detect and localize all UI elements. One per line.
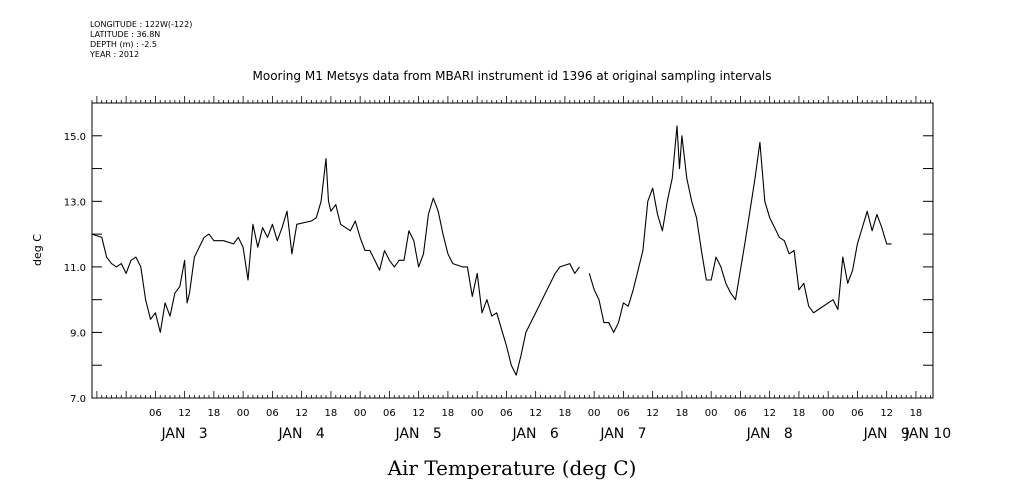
x-tick-label: 06 [851,408,864,419]
x-tick-label: 12 [646,408,659,419]
data-series [91,125,892,376]
x-tick-label: 18 [442,408,455,419]
x-day-label: JAN 8 [746,426,793,442]
x-tick-label: 18 [793,408,806,419]
x-day-label: JAN 3 [161,426,208,442]
x-tick-label: 06 [617,408,630,419]
x-tick-label: 18 [910,408,923,419]
chart-title: Mooring M1 Metsys data from MBARI instru… [252,69,772,83]
x-day-label: JAN 7 [599,426,646,442]
meta-year: YEAR : 2012 [90,50,140,59]
x-day-label: JAN 5 [395,426,442,442]
x-tick-label: 12 [763,408,776,419]
x-tick-label: 06 [149,408,162,419]
x-tick-label: 12 [178,408,191,419]
x-tick-label: 12 [412,408,425,419]
x-tick-label: 00 [354,408,367,419]
x-tick-label: 00 [705,408,718,419]
y-tick-label: 15.0 [64,132,86,143]
x-day-label: JAN 9 [863,426,910,442]
x-tick-label: 06 [383,408,396,419]
y-tick-label: 13.0 [64,197,86,208]
metadata-block: LONGITUDE : 122W(-122) LATITUDE : 36.8N … [90,20,192,60]
x-tick-label: 12 [880,408,893,419]
x-day-label: JAN 6 [512,426,559,442]
x-tick-label: 18 [559,408,572,419]
x-tick-label: 06 [266,408,279,419]
y-axis-label: deg C [31,234,44,266]
x-day-label: JAN 10 [904,426,951,442]
x-tick-label: 12 [529,408,542,419]
y-tick-label: 11.0 [64,263,86,274]
x-tick-label: 12 [295,408,308,419]
x-tick-label: 18 [676,408,689,419]
x-tick-label: 00 [471,408,484,419]
x-tick-label: 00 [588,408,601,419]
meta-depth: DEPTH (m) : -2.5 [90,40,157,49]
series-line-segment [91,158,580,376]
x-tick-label: 18 [325,408,338,419]
x-tick-label: 00 [237,408,250,419]
meta-latitude: LATITUDE : 36.8N [90,30,161,39]
y-axis: 7.0 9.0 11.0 13.0 15.0 [64,102,933,405]
x-day-label: JAN 4 [278,426,325,442]
meta-longitude: LONGITUDE : 122W(-122) [90,20,193,29]
y-tick-label: 7.0 [70,394,86,405]
x-tick-label: 06 [734,408,747,419]
x-tick-label: 06 [500,408,513,419]
series-line-segment [588,125,892,333]
x-tick-label: 18 [208,408,221,419]
x-axis-label: Air Temperature (deg C) [387,456,637,480]
plot-frame [91,102,934,399]
x-axis: 06 12 18 00 06 12 18 00 06 12 18 00 06 12 18 00 06 12 18 00… [91,96,951,442]
y-tick-label: 9.0 [70,328,86,339]
x-tick-label: 00 [822,408,835,419]
